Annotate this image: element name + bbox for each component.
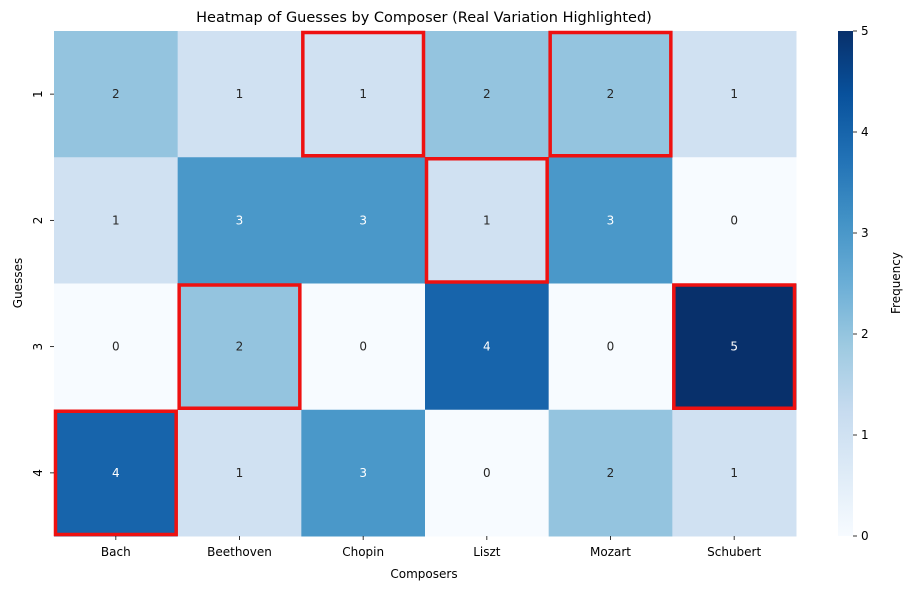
colorbar-tick-label: 4	[861, 125, 869, 139]
cell-value-label: 0	[483, 466, 491, 480]
cell-value-label: 2	[112, 87, 120, 101]
heatmap-cell	[425, 31, 550, 158]
highlight-box	[548, 30, 673, 158]
x-tick-label: Liszt	[473, 545, 501, 559]
cell-value-label: 4	[112, 466, 120, 480]
cell-value-label: 0	[112, 340, 120, 354]
cell-value-label: 1	[236, 87, 244, 101]
cell-value-label: 2	[607, 87, 615, 101]
cell-value-label: 5	[730, 340, 738, 354]
heatmap-cell	[301, 283, 426, 411]
x-tick-label: Beethoven	[207, 545, 272, 559]
cell-value-label: 0	[359, 340, 367, 354]
cell-value-label: 1	[483, 213, 491, 227]
heatmap-cell	[301, 409, 426, 537]
cell-value-label: 3	[359, 466, 367, 480]
cell-value-label: 1	[730, 466, 738, 480]
heatmap-cells: 2 1 1 2 2 1 1 3 3 1 3 0 0 2 0 4 0 5 4 1 3 0 2 1	[54, 31, 797, 537]
colorbar-ticks: 0 1 2 3 4 5	[853, 24, 869, 543]
cell-value-label: 3	[607, 213, 615, 227]
highlight-box	[53, 409, 178, 537]
cell-value-label: 2	[236, 340, 244, 354]
cell-value-label: 0	[730, 213, 738, 227]
heatmap-cell	[177, 157, 302, 284]
y-tick-label: 3	[31, 343, 45, 351]
cell-value-label: 1	[359, 87, 367, 101]
x-axis-ticks: Bach Beethoven Chopin Liszt Mozart Schubert	[101, 536, 761, 559]
x-tick-label: Chopin	[342, 545, 384, 559]
colorbar-tick-label: 1	[861, 428, 869, 442]
y-tick-label: 4	[31, 469, 45, 477]
heatmap-cell	[425, 157, 550, 284]
heatmap-cell	[54, 31, 179, 158]
heatmap-cell	[177, 283, 302, 411]
y-axis-ticks: 1 2 3 4	[31, 90, 54, 477]
y-tick-label: 1	[31, 90, 45, 98]
colorbar-tick-label: 3	[861, 226, 869, 240]
heatmap-cell	[672, 409, 797, 537]
heatmap-cell	[425, 409, 550, 537]
colorbar-tick-label: 5	[861, 24, 869, 38]
heatmap-cell	[177, 31, 302, 158]
highlight-box	[672, 283, 797, 410]
cell-value-label: 0	[607, 340, 615, 354]
x-tick-label: Bach	[101, 545, 131, 559]
cell-value-label: 3	[236, 213, 244, 227]
colorbar-label: Frequency	[889, 252, 903, 314]
heatmap-cell	[177, 409, 302, 537]
cell-value-label: 4	[483, 340, 491, 354]
chart-title: Heatmap of Guesses by Composer (Real Var…	[196, 10, 652, 26]
highlight-box	[424, 157, 549, 284]
cell-value-label: 1	[112, 213, 120, 227]
heatmap-cell	[548, 31, 673, 158]
colorbar-tick-label: 2	[861, 327, 869, 341]
heatmap-cell	[301, 31, 426, 158]
colorbar-tick-label: 0	[861, 529, 869, 543]
heatmap-cell	[672, 283, 797, 411]
heatmap-cell	[548, 283, 673, 411]
highlight-box	[301, 30, 426, 158]
heatmap-cell	[548, 157, 673, 284]
heatmap-cell	[54, 283, 179, 411]
x-tick-label: Mozart	[590, 545, 631, 559]
y-axis-label: Guesses	[11, 258, 25, 308]
x-tick-label: Schubert	[707, 545, 761, 559]
cell-value-label: 2	[483, 87, 491, 101]
heatmap-cell	[54, 157, 179, 284]
y-tick-label: 2	[31, 217, 45, 225]
x-axis-label: Composers	[390, 567, 457, 581]
heatmap-cell	[54, 409, 179, 537]
colorbar	[838, 31, 853, 536]
heatmap-cell	[672, 31, 797, 158]
highlight-boxes	[53, 30, 797, 537]
heatmap-cell	[301, 157, 426, 284]
heatmap-cell	[425, 283, 550, 411]
cell-value-label: 3	[359, 213, 367, 227]
cell-value-label: 1	[236, 466, 244, 480]
heatmap-cell	[548, 409, 673, 537]
highlight-box	[177, 283, 302, 410]
cell-value-label: 1	[730, 87, 738, 101]
heatmap-cell	[672, 157, 797, 284]
cell-value-label: 2	[607, 466, 615, 480]
